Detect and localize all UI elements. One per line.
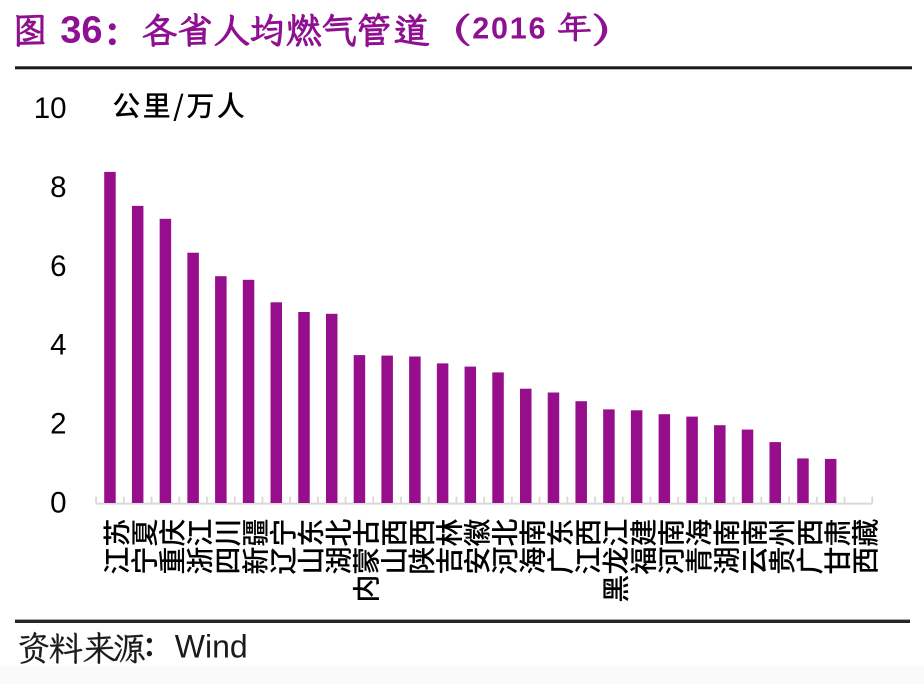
svg-text:10: 10 bbox=[34, 92, 67, 125]
svg-text:2: 2 bbox=[50, 408, 66, 441]
svg-text:6: 6 bbox=[50, 250, 66, 283]
svg-text:36: 36 bbox=[60, 10, 102, 52]
svg-text:Wind: Wind bbox=[175, 628, 248, 664]
svg-text:4: 4 bbox=[50, 329, 66, 362]
svg-text:2016: 2016 bbox=[472, 11, 547, 45]
svg-text:8: 8 bbox=[50, 171, 66, 204]
svg-text:0: 0 bbox=[50, 487, 66, 520]
